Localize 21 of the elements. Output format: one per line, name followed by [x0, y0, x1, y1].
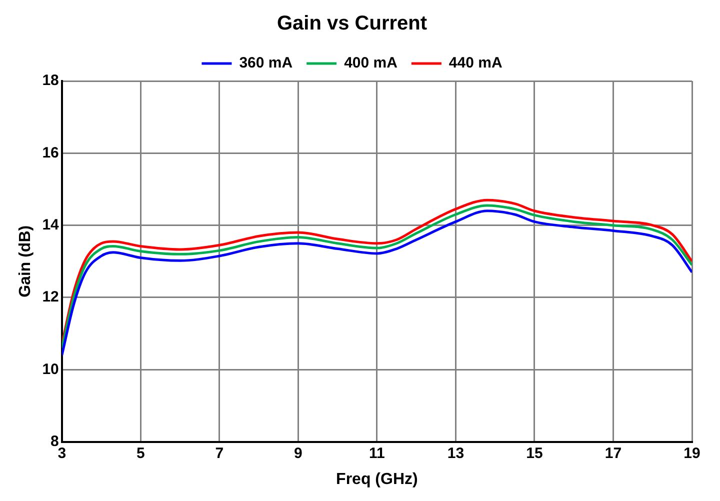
x-tick-label: 15 — [526, 444, 543, 462]
x-tick-label: 5 — [136, 444, 145, 462]
x-tick-label: 3 — [58, 444, 66, 462]
legend-label: 400 mA — [344, 54, 398, 72]
x-tick-label: 7 — [215, 444, 224, 462]
x-tick-label: 9 — [294, 444, 302, 462]
y-tick-label: 8 — [50, 432, 59, 450]
y-axis-title: Gain (dB) — [17, 225, 34, 298]
x-tick-label: 19 — [684, 444, 700, 462]
x-axis-title: Freq (GHz) — [336, 470, 418, 488]
chart-title: Gain vs Current — [276, 12, 428, 35]
y-tick-label: 12 — [42, 288, 59, 306]
x-tick-label: 17 — [604, 444, 622, 462]
y-tick-label: 16 — [42, 144, 59, 162]
x-tick-label: 13 — [447, 444, 464, 462]
legend-label: 440 mA — [448, 54, 502, 72]
legend-label: 360 mA — [239, 54, 293, 72]
x-tick-label: 11 — [369, 444, 385, 462]
y-tick-label: 18 — [42, 72, 59, 90]
y-tick-label: 14 — [42, 216, 60, 234]
y-tick-label: 10 — [42, 360, 59, 378]
